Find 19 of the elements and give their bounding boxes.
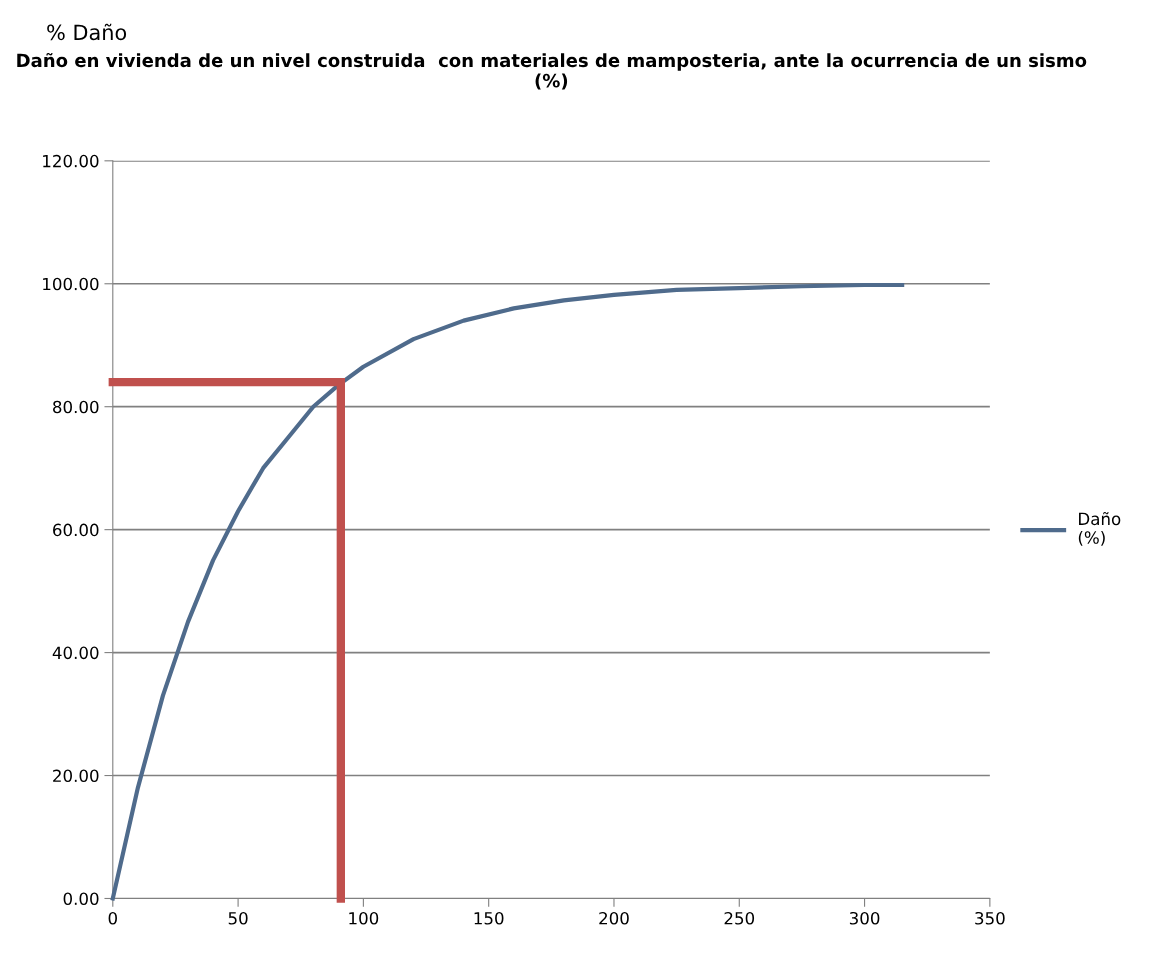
line-series [110,282,905,901]
x-tick-label: 200 [599,911,629,925]
x-tick-label: 150 [474,911,504,925]
y-tick-label: 120.00 [43,154,99,168]
y-tick-label: 0.00 [63,892,99,906]
y-tick-label: 20.00 [53,769,99,783]
y-tick-label: 100.00 [43,277,99,291]
x-tick-label: 350 [975,911,1005,925]
x-tick-label: 100 [349,911,379,925]
x-tick-label: 300 [849,911,880,925]
text: % Daño [47,23,127,41]
y-tick-label: 40.00 [52,646,99,660]
x-tick-label: 250 [724,911,755,925]
chart-title: Daño en vivienda de un nivel construida con materiales de mamposteria, ante la ocurrencia de un sismo (%) [17,52,1087,90]
legend-label: Daño (%) [1078,511,1121,546]
y-tick-label: 80.00 [53,400,99,414]
x-tick-label: 50 [228,911,248,925]
y-tick-label: 60.00 [53,523,99,537]
x-tick-label: 0 [108,911,117,925]
